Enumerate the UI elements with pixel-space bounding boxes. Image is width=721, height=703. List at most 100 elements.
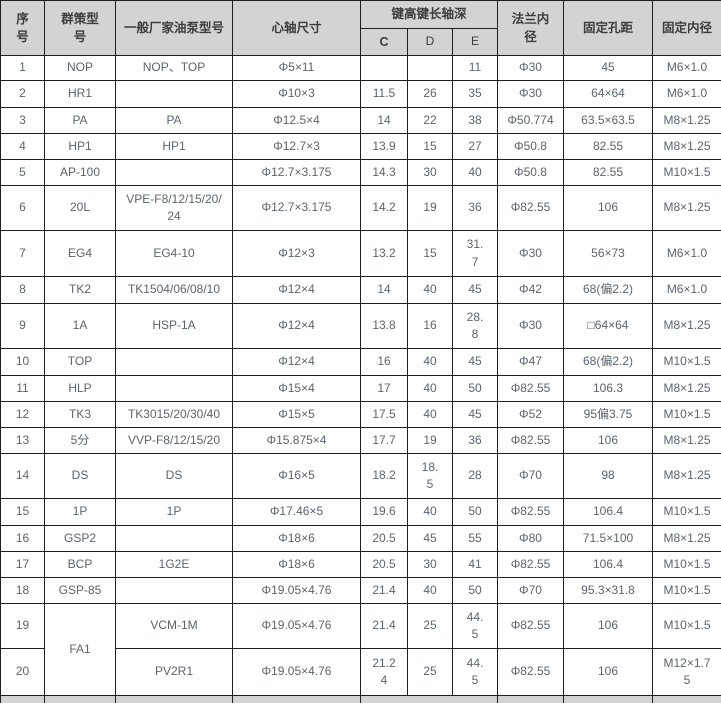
cell-d: 19 [407,427,453,454]
cell-d: 25 [407,603,453,649]
cell-oem [115,159,233,186]
cell-d: 40 [407,348,453,376]
cell-model: 20L [44,185,116,231]
cell-seq: 17 [0,551,45,578]
cell-holes: 106 [563,427,653,454]
cell-oem: VPE-F8/12/15/20/ 24 [115,185,233,231]
cell-e: 38 [452,107,498,134]
cell-model: TK2 [44,276,116,304]
header-row-sub: C D E [1,28,721,56]
cell-holes: 63.5×63.5 [563,107,653,134]
cell-spindle: Φ12×4 [232,348,361,376]
table-row: 2 HR1 Φ10×3 11.5 26 35 Φ30 64×64 M6×1.0 [0,80,721,108]
cell-c: 20.5 [360,551,408,578]
cell-c: 14 [360,276,408,304]
table-row: 19 FA1 VCM-1M Φ19.05×4.76 21.4 25 44. 5 Φ82.55 1… [0,603,721,696]
cell-c: 17 [360,375,408,402]
cell-holes: 106.3 [563,375,653,402]
table-row: 12 TK3 TK3015/20/30/40 Φ15×5 17.5 40 45 Φ52 95偏3… [0,401,721,428]
cell-flange: Φ42 [497,276,564,304]
cell-spindle: Φ16×5 [232,453,361,499]
cell-d: 16 [407,303,453,349]
cell-oem: HP1 [115,133,233,160]
cell-inner: M8×1.25 [652,107,721,134]
cell-inner: M8×1.25 [652,427,721,454]
cell-spindle: Φ18×6 [232,551,361,578]
cell-spindle: Φ15×5 [232,401,361,428]
cell-inner: M8×1.25 [652,525,721,552]
table-row: 4 HP1 HP1 Φ12.7×3 13.9 15 27 Φ50.8 82.55 M8×1.25 [0,133,721,160]
cell-flange: Φ50.8 [497,133,564,160]
cell-e: 36 [452,427,498,454]
cell-inner: M10×1.5 [652,603,721,649]
cell-d: 15 [407,133,453,160]
cell-e: 31. 7 [452,230,498,277]
cell-e: 45 [452,348,498,376]
cell-oem [115,348,233,376]
cell-d: 15 [407,230,453,277]
strip-cell [232,695,361,703]
partial-next-row [0,695,721,703]
cell-e: 28. 8 [452,303,498,349]
cell-e: 27 [452,133,498,160]
cell-oem: TK1504/06/08/10 [115,276,233,304]
cell-e: 45 [452,401,498,428]
cell-flange: Φ30 [497,230,564,277]
cell-seq: 7 [0,230,45,277]
cell-model: HP1 [44,133,116,160]
cell-holes: 106 [563,185,653,231]
cell-spindle: Φ15×4 [232,375,361,402]
cell-spindle: Φ18×6 [232,525,361,552]
cell-d: 45 [407,525,453,552]
cell-e: 50 [452,498,498,526]
cell-c [360,55,408,81]
cell-flange: Φ82.55 [497,551,564,578]
cell-oem [115,577,233,604]
cell-oem [115,80,233,108]
cell-spindle: Φ15.875×4 [232,427,361,454]
cell-oem: 1G2E [115,551,233,578]
cell-oem [115,375,233,402]
cell-inner: M8×1.25 [652,375,721,402]
cell-inner: M8×1.25 [652,185,721,231]
cell-holes: 98 [563,453,653,499]
cell-oem [115,525,233,552]
cell-spindle: Φ12×4 [232,276,361,304]
cell-e: 35 [452,80,498,108]
cell-model: GSP-85 [44,577,116,604]
cell-holes: 64×64 [563,80,653,108]
cell-model: 1A [44,303,116,349]
cell-e: 45 [452,276,498,304]
cell-oem: EG4-10 [115,230,233,277]
table-row: 20 PV2R1 Φ19.05×4.76 21.2 4 25 44. 5 Φ82.55 106… [0,648,721,696]
cell-e: 36 [452,185,498,231]
cell-c: 19.6 [360,498,408,526]
cell-holes: 68(偏2.2) [563,348,653,376]
cell-e: 40 [452,159,498,186]
cell-inner: M6×1.0 [652,80,721,108]
table-row: 10 TOP Φ12×4 16 40 45 Φ47 68(偏2.2) M10×1.5 [0,348,721,376]
cell-flange: Φ82.55 [497,427,564,454]
cell-oem: VCM-1M [115,603,233,649]
cell-c: 16 [360,348,408,376]
table-row: 3 PA PA Φ12.5×4 14 22 38 Φ50.774 63.5×63.5 M8×1.2… [0,107,721,134]
header-fixed-id: 固定内径 [652,0,721,56]
cell-holes: 95偏3.75 [563,401,653,428]
cell-d: 26 [407,80,453,108]
cell-flange: Φ70 [497,577,564,604]
cell-flange: Φ70 [497,453,564,499]
cell-c: 14.3 [360,159,408,186]
cell-holes: 106 [563,648,653,696]
cell-spindle: Φ5×11 [232,55,361,81]
cell-flange: Φ82.55 [497,603,564,649]
cell-model: 1P [44,498,116,526]
cell-c: 14.2 [360,185,408,231]
header-model: 群策型 号 [44,0,116,56]
cell-d: 22 [407,107,453,134]
header-flange-id: 法兰内 径 [497,0,564,56]
header-key-group: 键高键长轴深 [360,0,498,29]
cell-flange: Φ82.55 [497,498,564,526]
cell-spindle: Φ12.5×4 [232,107,361,134]
table-row: 16 GSP2 Φ18×6 20.5 45 55 Φ80 71.5×100 M8×1.25 [0,525,721,552]
cell-e: 28 [452,453,498,499]
